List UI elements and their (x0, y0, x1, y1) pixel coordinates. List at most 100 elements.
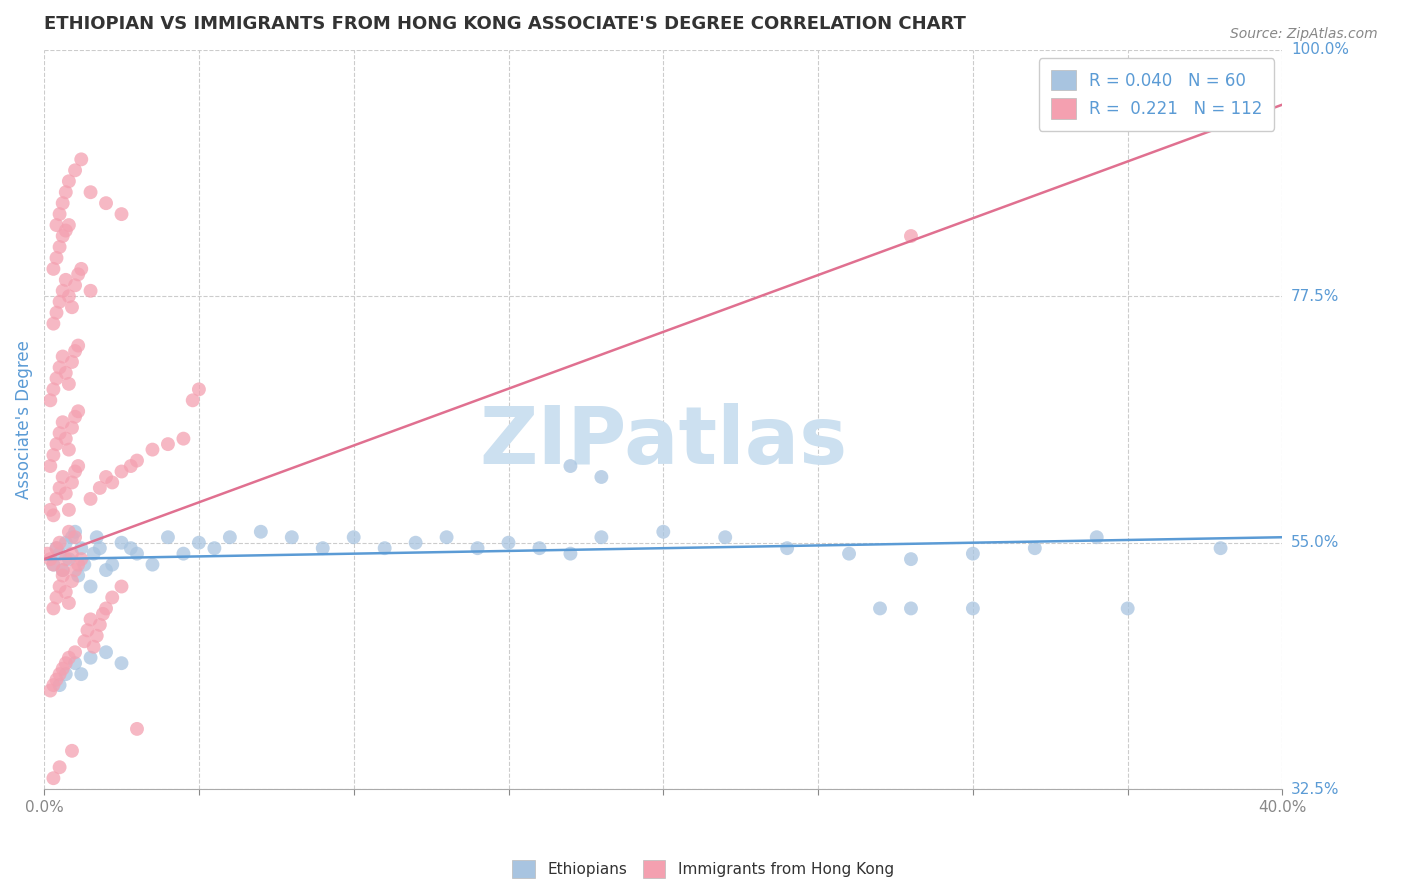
Point (89, 541, 111, 556)
Point (70, 667, 93, 681)
Point (45, 251, 67, 265)
Point (45, 371, 67, 385)
Point (55, 486, 77, 500)
Point (67, 458, 90, 473)
Point (125, 547, 148, 561)
Point (55, 656, 77, 670)
Point (94, 196, 117, 211)
Point (120, 458, 142, 473)
Point (79, 491, 101, 506)
Point (467, 541, 489, 556)
Point (52, 415, 75, 429)
Point (79, 650, 101, 665)
Point (900, 552, 922, 566)
Point (187, 383, 209, 397)
Point (250, 524, 273, 539)
Point (60, 744, 83, 758)
Point (63, 530, 86, 544)
Point (83, 547, 105, 561)
Point (48, 481, 70, 495)
Point (94, 645, 117, 659)
Point (776, 541, 799, 556)
Point (962, 601, 984, 615)
Point (63, 524, 86, 539)
Point (63, 563, 86, 577)
Point (869, 601, 891, 615)
Point (70, 541, 93, 556)
Point (76, 624, 98, 638)
Point (141, 558, 163, 572)
Point (172, 547, 194, 561)
Point (58, 442, 80, 457)
Point (45, 541, 67, 556)
Point (48, 760, 70, 774)
Point (70, 552, 93, 566)
Text: 77.5%: 77.5% (1291, 289, 1339, 304)
Point (110, 535, 132, 549)
Point (48, 547, 70, 561)
Point (156, 437, 179, 451)
Point (281, 530, 304, 544)
Point (48, 240, 70, 254)
Point (79, 580, 101, 594)
Point (60, 574, 83, 588)
Point (42, 317, 65, 331)
Point (60, 355, 83, 369)
Point (52, 563, 75, 577)
Point (529, 541, 551, 556)
Point (48, 580, 70, 594)
Point (560, 458, 582, 473)
Point (48, 360, 70, 375)
Point (67, 558, 90, 572)
Point (79, 612, 101, 626)
Point (58, 524, 80, 539)
Point (55, 535, 77, 549)
Point (58, 376, 80, 391)
Point (187, 535, 209, 549)
Point (52, 196, 75, 211)
Point (63, 645, 86, 659)
Point (42, 558, 65, 572)
Point (91, 607, 114, 621)
Point (63, 163, 86, 178)
Text: 32.5%: 32.5% (1291, 781, 1340, 797)
Point (374, 541, 396, 556)
Point (498, 535, 520, 549)
Text: 55.0%: 55.0% (1291, 535, 1339, 550)
Point (45, 541, 67, 556)
Point (42, 383, 65, 397)
Point (58, 289, 80, 303)
Point (58, 650, 80, 665)
Point (45, 437, 67, 451)
Point (652, 524, 675, 539)
Point (48, 535, 70, 549)
Point (39, 458, 62, 473)
Point (110, 580, 132, 594)
Point (125, 722, 148, 736)
Point (202, 541, 225, 556)
Point (900, 601, 922, 615)
Point (436, 530, 458, 544)
Point (94, 470, 117, 484)
Point (52, 563, 75, 577)
Point (52, 284, 75, 298)
Point (1085, 530, 1108, 544)
Point (58, 552, 80, 566)
Point (55, 432, 77, 446)
Point (63, 344, 86, 359)
Point (343, 530, 366, 544)
Point (39, 552, 62, 566)
Legend: Ethiopians, Immigrants from Hong Kong: Ethiopians, Immigrants from Hong Kong (506, 854, 900, 884)
Point (63, 278, 86, 293)
Point (900, 229, 922, 244)
Point (48, 426, 70, 441)
Point (45, 673, 67, 687)
Point (58, 596, 80, 610)
Point (67, 404, 90, 418)
Point (101, 475, 124, 490)
Point (42, 558, 65, 572)
Point (101, 591, 124, 605)
Point (70, 261, 93, 276)
Point (58, 218, 80, 232)
Point (218, 530, 240, 544)
